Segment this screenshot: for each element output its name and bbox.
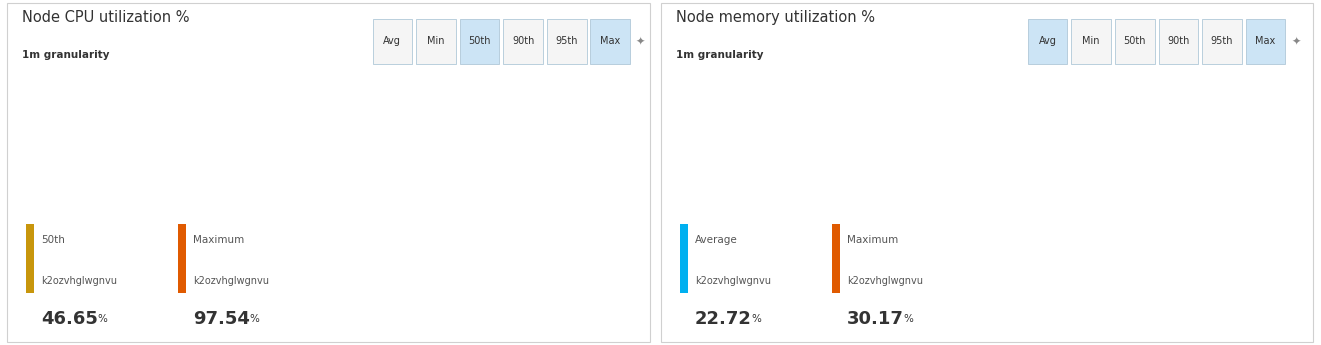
- Text: 90th: 90th: [513, 37, 534, 46]
- Text: ✦: ✦: [635, 37, 646, 46]
- Text: 97.54: 97.54: [193, 310, 250, 328]
- Text: 90th: 90th: [1168, 37, 1189, 46]
- Text: %: %: [250, 314, 259, 324]
- Text: k2ozvhglwgnvu: k2ozvhglwgnvu: [193, 276, 269, 286]
- Text: 50th: 50th: [468, 37, 491, 46]
- Text: Average: Average: [695, 235, 737, 245]
- Text: %: %: [904, 314, 913, 324]
- Text: Max: Max: [1255, 37, 1276, 46]
- Text: %: %: [98, 314, 107, 324]
- Text: 95th: 95th: [555, 37, 579, 46]
- Text: Maximum: Maximum: [847, 235, 898, 245]
- Text: %: %: [750, 314, 761, 324]
- Text: 22.72: 22.72: [695, 310, 752, 328]
- Text: Node memory utilization %: Node memory utilization %: [676, 10, 876, 25]
- Text: Min: Min: [1082, 37, 1100, 46]
- Text: k2ozvhglwgnvu: k2ozvhglwgnvu: [41, 276, 118, 286]
- Text: Min: Min: [427, 37, 445, 46]
- Text: Avg: Avg: [1038, 37, 1057, 46]
- Text: 50th: 50th: [1123, 37, 1147, 46]
- Text: Avg: Avg: [383, 37, 402, 46]
- Text: Max: Max: [600, 37, 621, 46]
- Text: 30.17: 30.17: [847, 310, 904, 328]
- Text: 1m granularity: 1m granularity: [22, 50, 110, 60]
- Text: Maximum: Maximum: [193, 235, 244, 245]
- Text: k2ozvhglwgnvu: k2ozvhglwgnvu: [847, 276, 923, 286]
- Text: 1m granularity: 1m granularity: [676, 50, 764, 60]
- Text: k2ozvhglwgnvu: k2ozvhglwgnvu: [695, 276, 771, 286]
- Text: Node CPU utilization %: Node CPU utilization %: [22, 10, 190, 25]
- Text: 50th: 50th: [41, 235, 65, 245]
- Text: ✦: ✦: [1291, 37, 1301, 46]
- Text: 95th: 95th: [1210, 37, 1234, 46]
- Text: 46.65: 46.65: [41, 310, 98, 328]
